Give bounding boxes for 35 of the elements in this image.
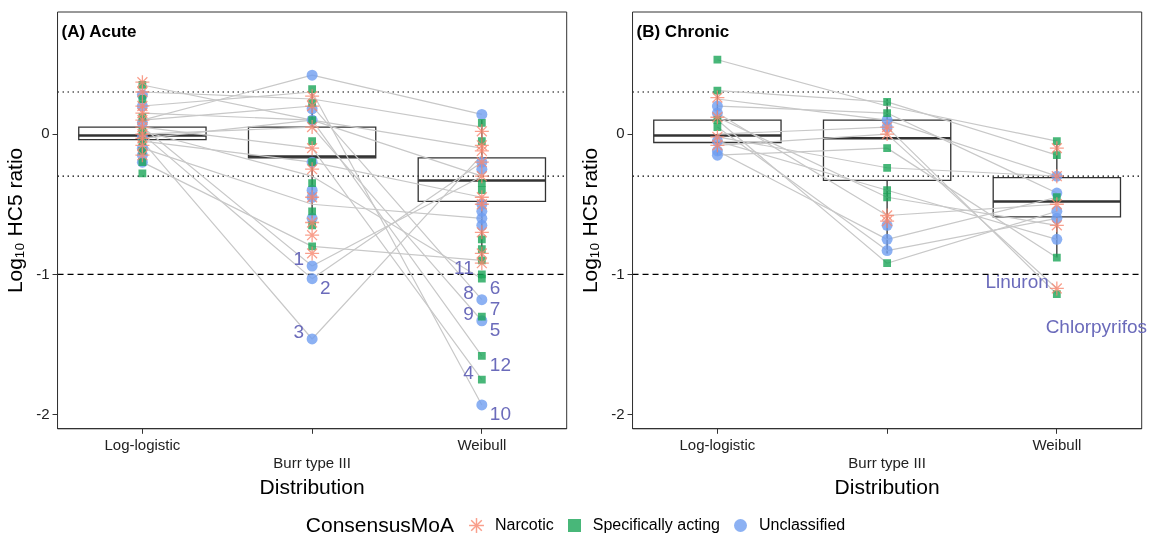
- x-tick-label: Weibull: [457, 435, 507, 453]
- annotation: 12: [489, 354, 511, 376]
- y-tick-label: -1: [36, 264, 50, 282]
- x-axis-title: Distribution: [259, 475, 365, 499]
- annotation: 4: [463, 361, 475, 383]
- annotation: 1: [293, 248, 305, 270]
- x-tick-label: Log-logistic: [679, 435, 756, 453]
- annotation: 6: [489, 276, 501, 298]
- y-tick-label: -2: [36, 404, 50, 422]
- legend-label: Narcotic: [495, 516, 554, 534]
- x-tick-label: Burr type III: [273, 453, 351, 471]
- legend-label: Specifically acting: [592, 516, 720, 534]
- y-axis-title: Log₁₀ HC5 ratio: [3, 147, 27, 294]
- x-tick-label: Burr type III: [848, 453, 926, 471]
- y-tick-label: 0: [616, 124, 625, 142]
- annotation: Linuron: [985, 270, 1049, 292]
- annotation: 9: [463, 302, 474, 324]
- annotation: 2: [320, 276, 331, 298]
- text: (B) Chronic: [636, 22, 730, 42]
- annotation: 3: [293, 321, 305, 343]
- annotation: 8: [463, 281, 474, 303]
- y-tick-label: 0: [41, 124, 50, 142]
- annotation: 10: [489, 403, 511, 425]
- text: (A) Acute: [61, 22, 137, 42]
- legend-title: ConsensusMoA: [305, 513, 455, 537]
- y-axis-title: Log₁₀ HC5 ratio: [578, 147, 602, 294]
- x-tick-label: Weibull: [1032, 435, 1082, 453]
- annotation: 5: [489, 318, 501, 340]
- x-axis-title: Distribution: [834, 475, 940, 499]
- x-tick-label: Log-logistic: [104, 435, 181, 453]
- annotation: 11: [454, 256, 474, 278]
- legend-label: Unclassified: [758, 516, 846, 534]
- y-tick-label: -1: [611, 264, 625, 282]
- annotation: 7: [489, 297, 501, 319]
- y-tick-label: -2: [611, 404, 625, 422]
